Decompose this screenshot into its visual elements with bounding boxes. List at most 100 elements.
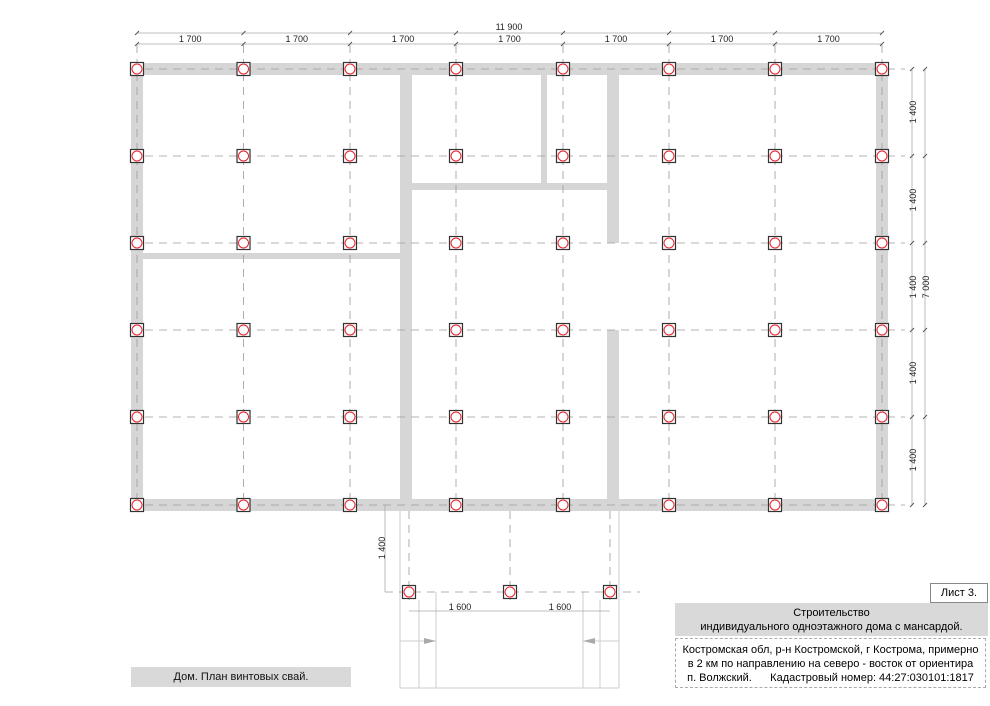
row-label: 1 400: [908, 189, 918, 212]
porch-bay-label: 1 600: [549, 602, 572, 612]
pile-circle-icon: [663, 324, 675, 336]
pile-circle-icon: [344, 411, 356, 423]
pile-circle-icon: [663, 237, 675, 249]
pile-circle-icon: [604, 586, 616, 598]
project-title: Строительство индивидуального одноэтажно…: [675, 603, 988, 636]
pile-circle-icon: [450, 150, 462, 162]
porch-depth-label: 1 400: [377, 537, 387, 560]
dim-tick: [922, 327, 928, 333]
address-block: Костромская обл, р-н Костромской, г Кост…: [675, 638, 986, 688]
wall: [607, 330, 619, 511]
pile-circle-icon: [403, 586, 415, 598]
total-width-label: 11 900: [496, 22, 523, 32]
pile-circle-icon: [876, 237, 888, 249]
pile-circle-icon: [557, 411, 569, 423]
pile-circle-icon: [769, 411, 781, 423]
pile-circle-icon: [238, 499, 249, 511]
address-line: п. Волжский. Кадастровый номер: 44:27:03…: [687, 672, 974, 684]
pile-circle-icon: [131, 499, 143, 511]
title-line: Строительство: [793, 607, 870, 619]
arrow-icon: [424, 638, 436, 644]
pile-circle-icon: [557, 324, 569, 336]
pile-circle-icon: [876, 411, 888, 423]
wall: [400, 63, 412, 511]
pile-circle-icon: [663, 499, 675, 511]
pile-circle-icon: [769, 63, 781, 75]
pile-circle-icon: [663, 411, 675, 423]
bay-label: 1 700: [498, 34, 521, 44]
row-label: 1 400: [908, 101, 918, 124]
dim-tick: [922, 414, 928, 420]
row-label: 1 400: [908, 449, 918, 472]
dim-tick: [922, 240, 928, 246]
dim-tick: [909, 502, 915, 508]
pile-circle-icon: [557, 499, 569, 511]
pile-circle-icon: [344, 324, 356, 336]
dimension-labels: 11 900 1 400 1 400 1 400 1 400 1 400 7 0…: [179, 22, 931, 612]
pile-circle-icon: [344, 63, 356, 75]
dim-tick: [241, 30, 246, 36]
dim-tick: [909, 153, 915, 159]
dim-tick: [909, 414, 915, 420]
pile-circle-icon: [131, 150, 143, 162]
pile-circle-icon: [769, 237, 781, 249]
pile-circle-icon: [238, 150, 249, 162]
dim-tick: [909, 66, 915, 72]
bay-label: 1 700: [179, 34, 202, 44]
wall: [607, 63, 619, 243]
dim-tick: [879, 30, 885, 36]
pile-circle-icon: [238, 324, 249, 336]
pile-circle-icon: [557, 237, 569, 249]
wall: [143, 253, 400, 259]
dim-tick: [772, 30, 778, 36]
pile-circle-icon: [344, 499, 356, 511]
dim-tick: [560, 41, 566, 47]
pile-circle-icon: [557, 63, 569, 75]
pile-circle-icon: [450, 499, 462, 511]
dim-tick: [909, 327, 915, 333]
address-line: в 2 км по направлению на северо - восток…: [687, 658, 974, 670]
pile-circle-icon: [131, 324, 143, 336]
pile-circle-icon: [450, 411, 462, 423]
porch-bay-label: 1 600: [449, 602, 472, 612]
pile-circle-icon: [876, 63, 888, 75]
bay-label: 1 700: [392, 34, 415, 44]
bay-label: 1 700: [711, 34, 734, 44]
dim-tick: [134, 41, 140, 47]
dim-tick: [453, 41, 459, 47]
dim-tick: [922, 153, 928, 159]
dim-tick: [666, 41, 672, 47]
pile-circle-icon: [131, 411, 143, 423]
dim-tick: [922, 502, 928, 508]
wall: [541, 75, 547, 183]
pile-circle-icon: [504, 586, 516, 598]
row-label: 1 400: [908, 276, 918, 299]
porch-outline: [399, 511, 620, 689]
pile-circle-icon: [344, 150, 356, 162]
pile-circle-icon: [876, 499, 888, 511]
walls: [131, 63, 888, 511]
pile-circle-icon: [876, 324, 888, 336]
pile-circle-icon: [663, 63, 675, 75]
sheet-number: Лист 3.: [930, 583, 988, 603]
piles: [129, 61, 890, 600]
address-line: Костромская обл, р-н Костромской, г Кост…: [682, 644, 979, 656]
title-line: индивидуального одноэтажного дома с манс…: [700, 621, 963, 633]
pile-circle-icon: [450, 63, 462, 75]
dim-tick: [922, 66, 928, 72]
pile-circle-icon: [238, 63, 249, 75]
pile-circle-icon: [769, 150, 781, 162]
total-depth-label: 7 000: [921, 276, 931, 299]
pile-circle-icon: [238, 411, 249, 423]
dim-tick: [241, 41, 246, 47]
wall: [412, 183, 607, 190]
bay-label: 1 700: [285, 34, 308, 44]
dim-tick: [879, 41, 885, 47]
pile-circle-icon: [450, 237, 462, 249]
pile-circle-icon: [131, 237, 143, 249]
row-label: 1 400: [908, 362, 918, 385]
dim-tick: [453, 30, 459, 36]
dim-tick: [666, 30, 672, 36]
dim-tick: [909, 240, 915, 246]
